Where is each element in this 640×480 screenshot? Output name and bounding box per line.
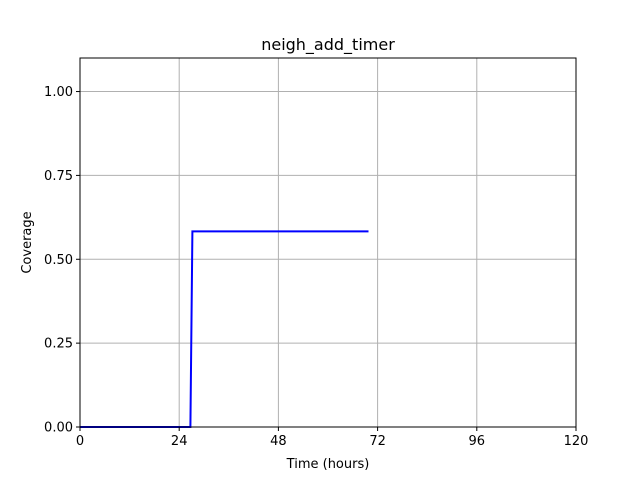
y-tick-label: 0.25 [44,337,73,352]
x-tick-label: 24 [171,434,188,449]
y-tick-label: 0.00 [44,421,73,436]
y-tick-label: 0.50 [44,253,73,268]
y-tick-label: 0.75 [44,169,73,184]
x-tick-label: 120 [564,434,589,449]
x-tick-label: 72 [369,434,386,449]
x-axis-label: Time (hours) [286,457,370,472]
plot-frame [79,57,577,428]
ticks: 0 24 48 72 96 120 0.00 0.25 0.50 0.75 1.00 [44,85,588,449]
y-tick-label: 1.00 [44,85,73,100]
x-tick-label: 96 [469,434,486,449]
y-axis-label: Coverage [20,211,35,273]
x-tick-label: 48 [270,434,287,449]
x-tick-label: 0 [76,434,84,449]
chart-title: neigh_add_timer [261,35,395,55]
